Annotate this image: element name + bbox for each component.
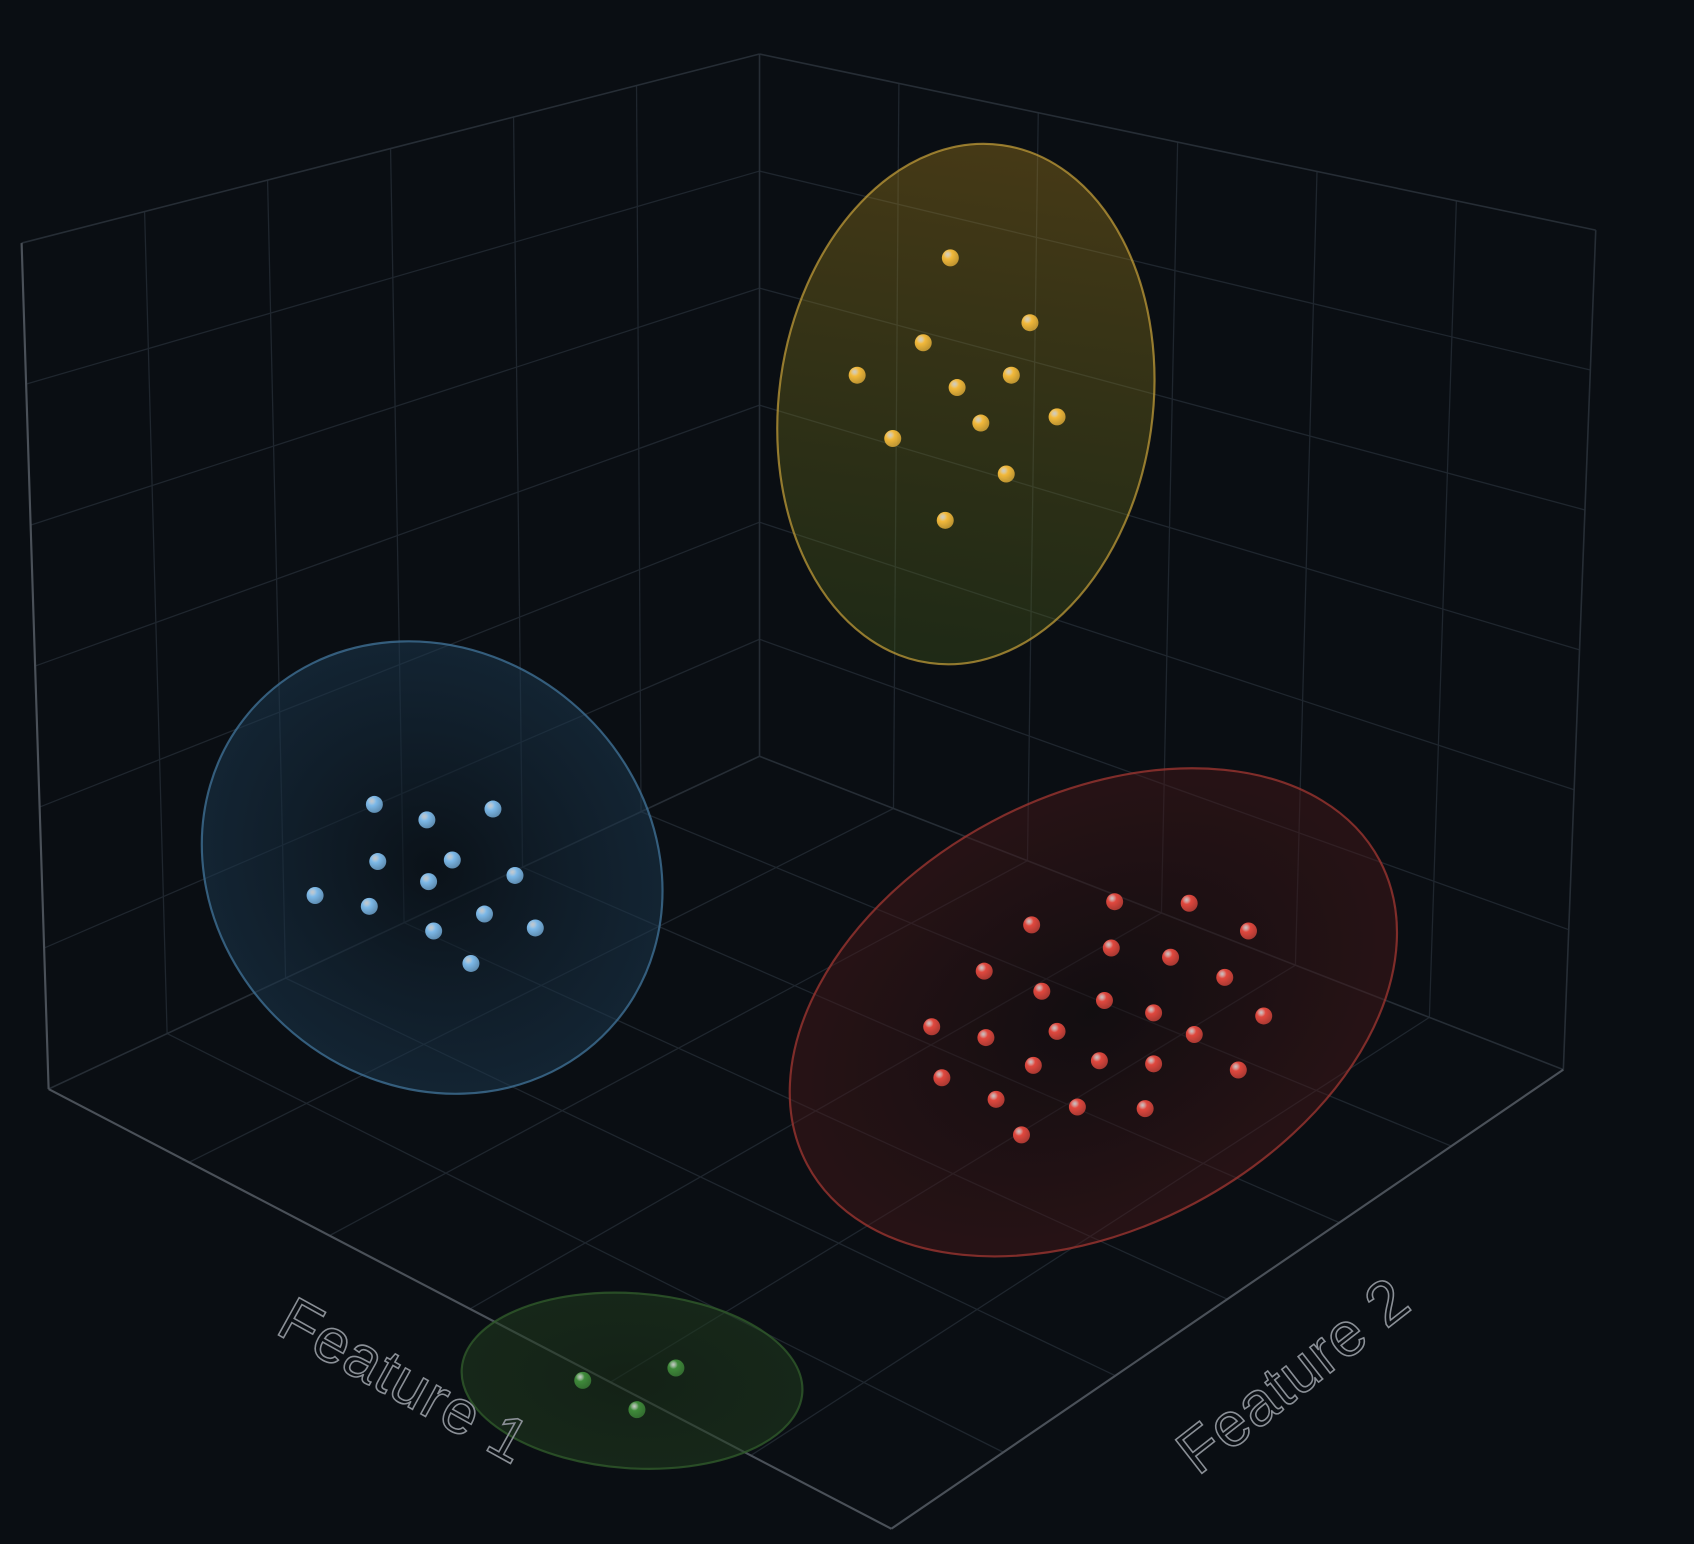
cluster-region <box>200 640 664 1095</box>
point <box>1102 939 1120 957</box>
point <box>484 800 502 818</box>
points <box>306 249 1273 1419</box>
point <box>936 511 954 529</box>
point <box>1162 948 1180 966</box>
point <box>420 873 438 891</box>
point <box>914 334 932 352</box>
point <box>972 414 990 432</box>
point <box>1024 1056 1042 1074</box>
cluster-region <box>776 142 1156 666</box>
point <box>941 249 959 267</box>
point <box>987 1090 1005 1108</box>
point <box>574 1371 592 1389</box>
point <box>526 919 544 937</box>
axis-line <box>20 243 50 1090</box>
point <box>1229 1061 1247 1079</box>
point <box>1033 982 1051 1000</box>
point <box>1145 1055 1163 1073</box>
point <box>1239 922 1257 940</box>
point <box>443 851 461 869</box>
point <box>1216 968 1234 986</box>
point <box>1106 893 1124 911</box>
point <box>365 795 383 813</box>
point <box>1145 1004 1163 1022</box>
cluster-region <box>788 767 1399 1258</box>
cluster-regions <box>200 142 1399 1470</box>
point <box>425 922 443 940</box>
point <box>975 962 993 980</box>
point <box>933 1069 951 1087</box>
box-edge <box>759 53 1596 231</box>
cluster-region <box>460 1291 804 1470</box>
point <box>628 1401 646 1419</box>
point <box>1068 1098 1086 1116</box>
point <box>462 954 480 972</box>
box-edge <box>21 53 760 244</box>
point <box>1023 916 1041 934</box>
point <box>506 866 524 884</box>
point <box>884 429 902 447</box>
box-edge <box>1562 230 1597 1070</box>
point <box>1021 314 1039 332</box>
point <box>977 1029 995 1047</box>
point <box>948 379 966 397</box>
point <box>1048 1022 1066 1040</box>
point <box>418 811 436 829</box>
point <box>1180 894 1198 912</box>
point <box>369 853 387 871</box>
point <box>848 366 866 384</box>
point <box>1255 1007 1273 1025</box>
point <box>360 897 378 915</box>
point <box>1012 1126 1030 1144</box>
point <box>1002 366 1020 384</box>
point <box>475 905 493 923</box>
point <box>1136 1100 1154 1118</box>
point <box>1090 1052 1108 1070</box>
point <box>1095 992 1113 1010</box>
point <box>306 887 324 905</box>
point <box>1185 1025 1203 1043</box>
axis-line <box>48 1088 892 1530</box>
point <box>1048 408 1066 426</box>
point <box>667 1359 685 1377</box>
point <box>997 465 1015 483</box>
point <box>923 1018 941 1036</box>
axis-line <box>890 1068 1564 1530</box>
